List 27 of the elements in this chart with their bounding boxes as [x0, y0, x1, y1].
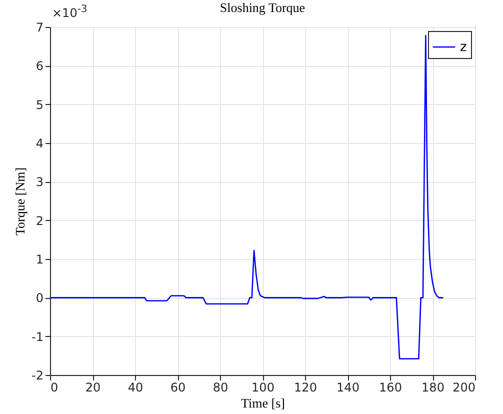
axis-exponent: ×10$^{-3}$ [52, 4, 88, 20]
y-tick-label: 7 [36, 20, 44, 34]
x-tick-label: 120 [294, 380, 317, 394]
y-tick-label: 5 [36, 98, 44, 112]
legend-label: z [460, 40, 467, 55]
y-tick-label: -2 [32, 368, 44, 382]
line-series [49, 34, 444, 360]
x-tick-label: 0 [50, 380, 58, 394]
y-tick-label: 0 [36, 291, 44, 306]
x-tick-label: 200 [452, 380, 476, 394]
chart-title: Sloshing Torque [220, 0, 306, 15]
x-tick-label: 180 [422, 380, 444, 394]
y-tick-label: 2 [36, 214, 44, 228]
y-tick-label: 1 [36, 252, 44, 266]
x-tick-label: 20 [85, 380, 101, 394]
y-tick-label: 4 [36, 136, 44, 150]
x-tick-label: 100 [252, 380, 274, 394]
y-tick-label: 3 [36, 175, 44, 190]
x-tick-label: 40 [128, 380, 144, 394]
x-tick-label: 60 [170, 380, 186, 394]
x-tick-label: 160 [379, 380, 402, 394]
x-tick-label: 80 [212, 380, 228, 394]
x-axis-title: Time [s] [241, 396, 285, 410]
y-axis-title: Torque [Nm] [12, 167, 28, 236]
x-tick-label: 140 [336, 380, 360, 394]
y-tick-label: -1 [32, 330, 44, 344]
y-tick-label: 6 [36, 59, 44, 74]
